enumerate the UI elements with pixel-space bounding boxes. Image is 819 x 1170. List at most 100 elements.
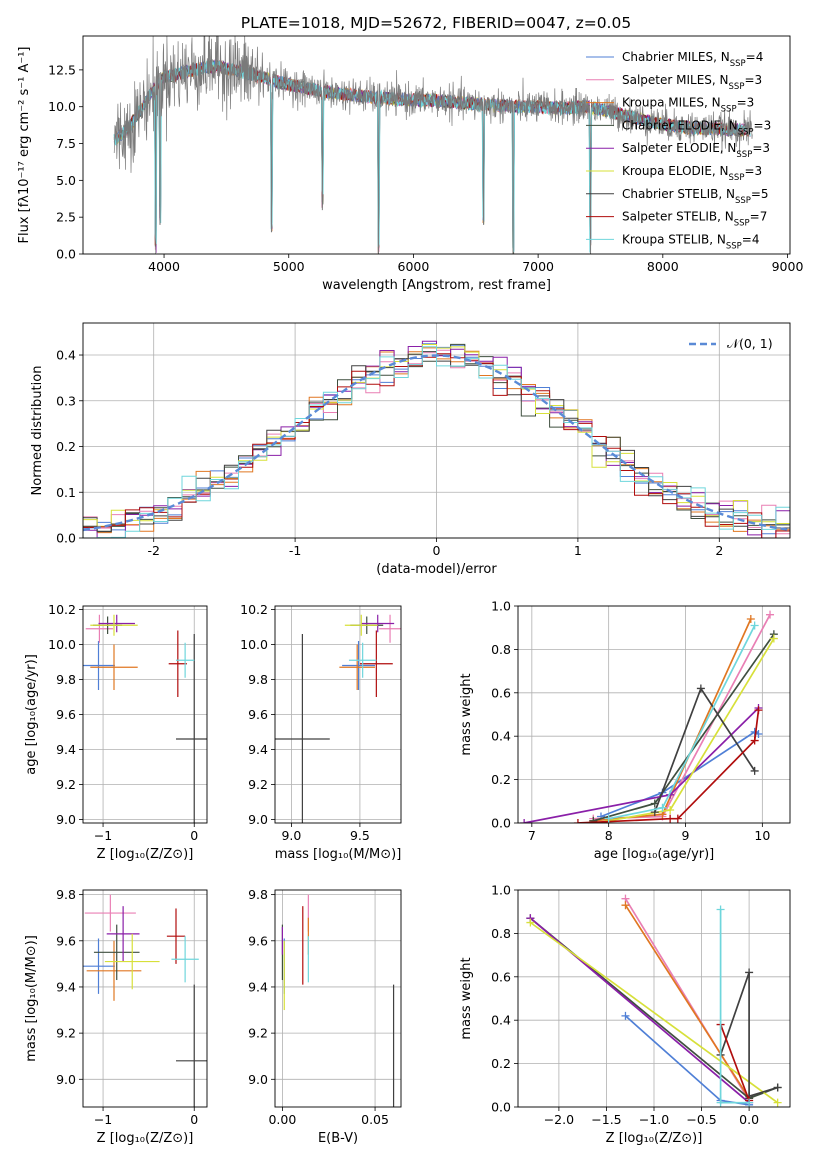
weight-marker	[769, 634, 778, 643]
legend-name: Chabrier ELODIE, N	[622, 118, 738, 132]
y-tick-label: 9.6	[56, 933, 76, 948]
weight-line-1	[593, 614, 771, 820]
plot-area	[275, 614, 401, 823]
panel-age-vs-mass: 9.0 9.5 9.0 9.2 9.4 9.6 9.8 10.0 10.2 mass [log₁₀…	[240, 602, 402, 862]
y-tick-label: 7.5	[56, 136, 76, 151]
x-tick-label: 2	[715, 543, 723, 558]
legend-subscript: SSP	[726, 241, 742, 251]
y-tick-label: 0.0	[56, 531, 76, 546]
legend-subscript: SSP	[729, 82, 745, 92]
legend-suffix: =3	[737, 96, 755, 110]
legend-label: Kroupa MILES, NSSP=3	[622, 96, 754, 115]
y-tick-label: 0.6	[491, 685, 511, 700]
weight-line-3	[593, 633, 775, 822]
y-tick-label: 9.6	[248, 707, 268, 722]
y-tick-label: 0.6	[491, 969, 511, 984]
y-tick-label: 9.2	[56, 1026, 76, 1041]
x-tick-label: −1	[94, 1112, 112, 1127]
plot-frame	[517, 889, 791, 1108]
plot-frame	[274, 889, 402, 1108]
legend-suffix: =5	[751, 187, 769, 201]
weight-marker	[754, 706, 763, 715]
weight-marker	[573, 819, 582, 823]
x-axis-label: Z [log₁₀(Z/Z⊙)]	[606, 1131, 703, 1146]
x-tick-label: 9.0	[281, 828, 301, 843]
x-tick-label: 0.05	[361, 1112, 389, 1127]
legend-subscript: SSP	[721, 105, 737, 115]
plot-frame	[517, 605, 791, 824]
x-tick-label: 10	[754, 828, 770, 843]
weight-marker	[773, 1083, 782, 1092]
x-tick-label: 0.00	[268, 1112, 296, 1127]
panel-residuals: -2 -1 0 1 2 0.0 0.1 0.2 0.3 0.4 (data-model)/error…	[30, 322, 791, 577]
plot-area	[526, 894, 782, 1107]
y-tick-label: 9.4	[248, 979, 268, 994]
x-axis-label: mass [log₁₀(M/M⊙)]	[275, 847, 402, 862]
y-tick-label: 9.0	[248, 1072, 268, 1087]
weight-line-5	[608, 638, 775, 822]
legend-name: Kroupa STELIB, N	[622, 232, 726, 246]
panel-age-vs-z: −1 0 9.0 9.2 9.4 9.6 9.8 10.0 10.2 Z [log₁₀(Z/Z⊙)…	[24, 602, 208, 862]
x-axis-label: Z [log₁₀(Z/Z⊙)]	[97, 1131, 194, 1146]
y-tick-label: 9.4	[248, 742, 268, 757]
y-tick-label: 1.0	[491, 883, 511, 898]
x-tick-label: −0.5	[686, 1112, 716, 1127]
weight-marker	[766, 610, 775, 619]
weight-line-4	[523, 707, 760, 823]
legend-label: Kroupa ELODIE, NSSP=3	[622, 164, 762, 183]
weight-line-8	[719, 909, 750, 1104]
weight-marker	[526, 918, 535, 927]
weight-marker	[745, 1098, 754, 1107]
legend-name: Salpeter STELIB, N	[622, 210, 734, 224]
legend-label: Chabrier MILES, NSSP=4	[622, 50, 763, 69]
panel-weight-vs-z: −2.0 −1.5 −1.0 −0.5 0.0 0.0 0.2 0.4 0.6 0.8 1.0 Z […	[459, 883, 791, 1146]
observed-spectrum	[113, 36, 753, 254]
legend-name: Kroupa MILES, N	[622, 96, 721, 110]
x-tick-label: 9.5	[350, 828, 370, 843]
weight-line-0	[624, 1015, 750, 1106]
y-tick-label: 9.2	[248, 777, 268, 792]
plot-area	[83, 340, 790, 538]
y-tick-label: 9.0	[248, 812, 268, 827]
weight-marker	[750, 766, 759, 775]
legend-subscript: SSP	[729, 173, 745, 183]
weight-marker	[621, 1011, 630, 1020]
legend-suffix: =7	[750, 210, 768, 224]
legend-suffix: =4	[746, 50, 764, 64]
y-axis-label: age [log₁₀(age/yr)]	[24, 654, 39, 775]
y-tick-label: 12.5	[48, 62, 76, 77]
legend-suffix: =4	[742, 232, 760, 246]
panel-weight-vs-age: 7 8 9 10 0.0 0.2 0.4 0.6 0.8 1.0 age [log₁₀(age/yr…	[459, 599, 791, 862]
y-axis-label: Normed distribution	[30, 366, 45, 496]
y-tick-label: 9.8	[248, 672, 268, 687]
y-tick-label: 9.8	[56, 672, 76, 687]
y-axis-label: Flux [fλ10⁻¹⁷ erg cm⁻² s⁻¹ A⁻¹]	[17, 47, 32, 244]
weight-line-5	[529, 921, 779, 1104]
legend-suffix: =3	[754, 118, 772, 132]
legend-name: Chabrier STELIB, N	[622, 187, 735, 201]
y-tick-label: 10.2	[48, 602, 76, 617]
figure-title: PLATE=1018, MJD=52672, FIBERID=0047, z=0…	[241, 14, 631, 32]
weight-marker	[666, 805, 675, 814]
plot-frame	[82, 605, 208, 824]
x-tick-label: 0	[190, 1112, 198, 1127]
weight-marker	[658, 803, 667, 812]
weight-line-7	[719, 1024, 750, 1101]
legend-subscript: SSP	[734, 219, 750, 229]
y-tick-label: 9.6	[248, 933, 268, 948]
legend-label: Salpeter STELIB, NSSP=7	[622, 210, 767, 229]
y-tick-label: 10.0	[48, 637, 76, 652]
plot-frame	[82, 889, 208, 1108]
panel-spectrum: 4000 5000 6000 7000 8000 9000 0.0 2.5 5.0 7.5 10.0…	[17, 35, 803, 293]
y-tick-label: 9.4	[56, 979, 76, 994]
x-tick-label: −1	[94, 828, 112, 843]
weight-marker	[773, 1098, 782, 1107]
weight-marker	[666, 814, 675, 823]
weight-marker	[520, 819, 529, 823]
legend-name: Chabrier MILES, N	[622, 50, 730, 64]
y-tick-label: 9.4	[56, 742, 76, 757]
y-tick-label: 5.0	[56, 173, 76, 188]
x-tick-label: 0	[190, 828, 198, 843]
legend-label: Salpeter MILES, NSSP=3	[622, 73, 762, 92]
